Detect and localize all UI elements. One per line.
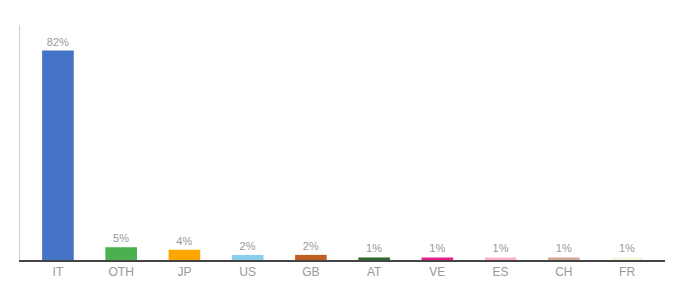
svg-text:AT: AT <box>367 265 382 279</box>
svg-text:ES: ES <box>493 265 509 279</box>
svg-text:CH: CH <box>555 265 572 279</box>
svg-text:GB: GB <box>302 265 319 279</box>
svg-text:1%: 1% <box>619 242 635 254</box>
svg-text:1%: 1% <box>556 242 572 254</box>
svg-text:1%: 1% <box>366 242 382 254</box>
svg-text:82%: 82% <box>47 36 69 48</box>
svg-text:4%: 4% <box>176 235 192 247</box>
svg-text:OTH: OTH <box>109 265 134 279</box>
svg-text:2%: 2% <box>303 240 319 252</box>
svg-text:FR: FR <box>619 265 635 279</box>
svg-text:US: US <box>239 265 256 279</box>
svg-text:2%: 2% <box>240 240 256 252</box>
svg-text:1%: 1% <box>429 242 445 254</box>
svg-text:VE: VE <box>429 265 445 279</box>
svg-text:IT: IT <box>53 265 64 279</box>
svg-text:1%: 1% <box>493 242 509 254</box>
svg-text:JP: JP <box>177 265 191 279</box>
svg-text:5%: 5% <box>113 232 129 244</box>
